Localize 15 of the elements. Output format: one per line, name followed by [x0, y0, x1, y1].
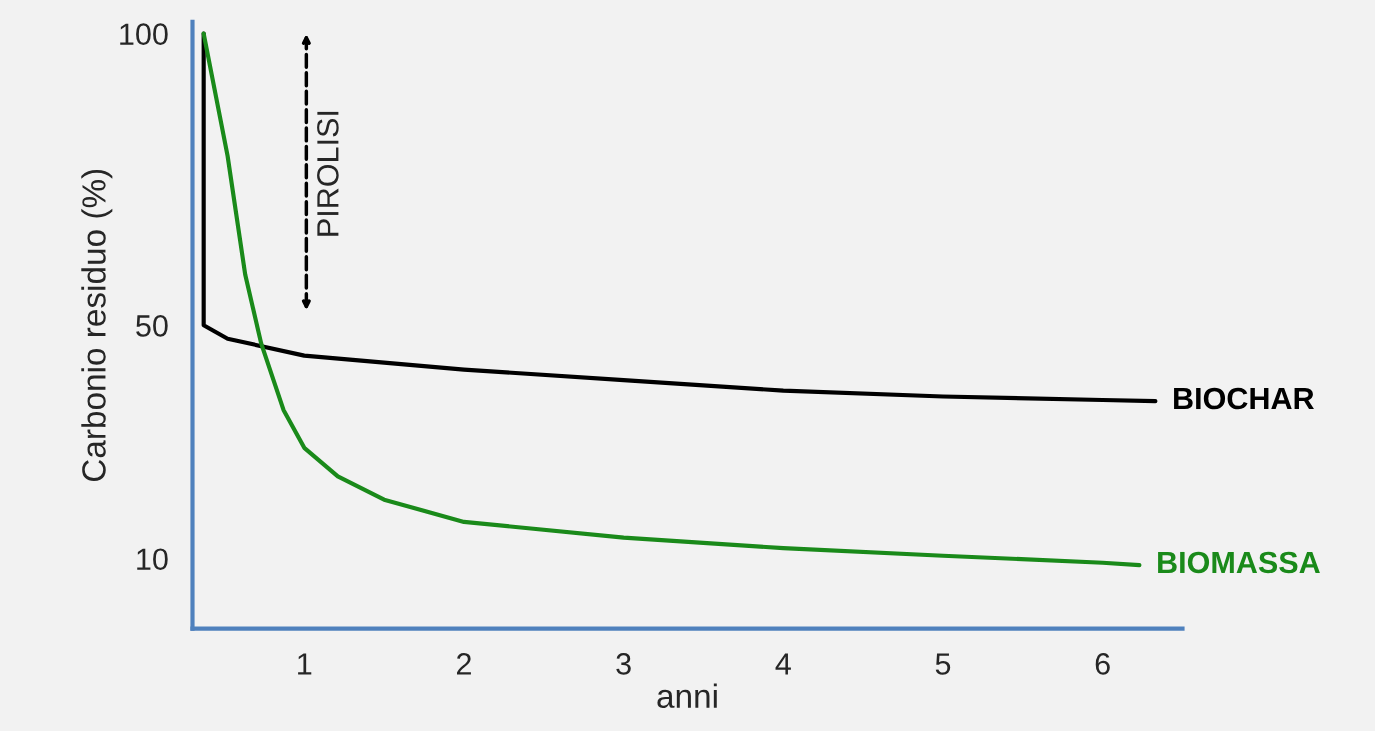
y-tick-label: 100: [120, 23, 168, 45]
y-axis-title: Carbonio residuo (%): [81, 169, 113, 482]
annotation: PIROLISI: [317, 111, 339, 236]
x-tick-label: 3: [616, 653, 631, 675]
x-tick-label: 4: [775, 653, 791, 675]
y-tick-label: 50: [136, 315, 168, 337]
x-tick-label: 2: [456, 653, 471, 675]
series-label: BIOMASSA: [1158, 551, 1320, 574]
x-tick-label: 6: [1095, 653, 1110, 675]
x-tick-label: 1: [298, 653, 312, 675]
line-series: [201, 31, 1142, 568]
y-tick-label: 10: [137, 548, 168, 571]
series-label: BIOCHAR: [1174, 387, 1314, 410]
x-tick-label: 5: [935, 653, 951, 675]
x-axis-title: anni: [657, 683, 717, 709]
